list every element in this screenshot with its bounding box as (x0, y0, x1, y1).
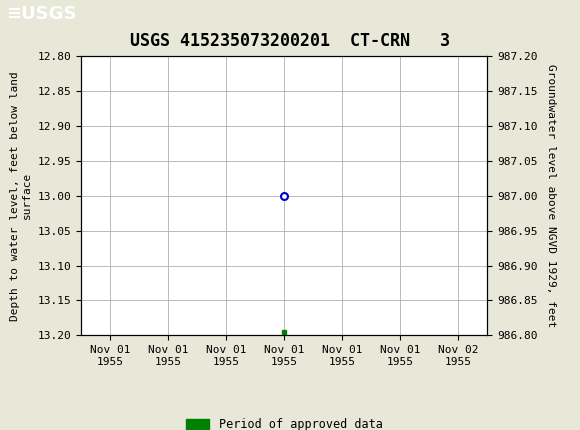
Text: USGS 415235073200201  CT-CRN   3: USGS 415235073200201 CT-CRN 3 (130, 32, 450, 50)
Y-axis label: Groundwater level above NGVD 1929, feet: Groundwater level above NGVD 1929, feet (546, 64, 556, 327)
Text: ≡USGS: ≡USGS (6, 5, 77, 23)
Legend: Period of approved data: Period of approved data (181, 413, 387, 430)
Y-axis label: Depth to water level, feet below land
surface: Depth to water level, feet below land su… (10, 71, 32, 320)
